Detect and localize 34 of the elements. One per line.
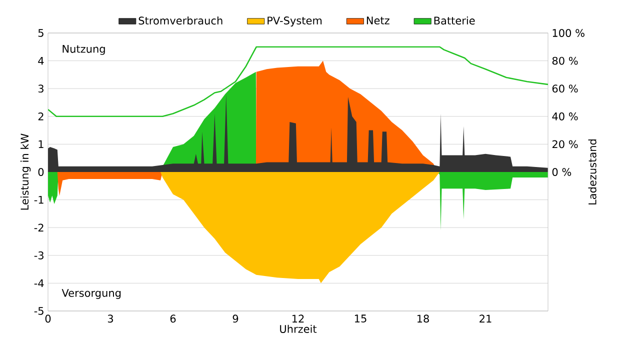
y-tick-label: -2 [34, 224, 44, 232]
x-tick-label: 0 [45, 314, 51, 323]
x-tick-label: 3 [108, 314, 113, 323]
annotation: Versorgung [62, 289, 121, 299]
y2-tick-label: 40 % [552, 112, 578, 120]
y2-tick-label: 20 % [552, 140, 578, 148]
annotation: Nutzung [62, 45, 105, 55]
legend-label: Netz [366, 16, 390, 24]
y2-tick-label: 0 % [552, 168, 572, 176]
y-tick-label: -1 [34, 196, 44, 204]
x-tick-label: 21 [480, 314, 492, 322]
y-tick-label: 2 [38, 112, 44, 120]
y-tick-label: 1 [38, 140, 44, 148]
legend-label: Batterie [434, 16, 475, 25]
legend-label: Stromverbrauch [138, 16, 222, 25]
legend-label: PV-System [268, 16, 322, 27]
y-tick-label: 3 [38, 84, 44, 93]
y-tick-label: 4 [38, 56, 44, 65]
y2-tick-label: 100 % [552, 29, 584, 37]
y-tick-label: 0 [38, 168, 44, 176]
y-tick-label: -3 [34, 251, 44, 260]
y-axis-title: Leistung in kW [20, 134, 31, 210]
y-tick-label: -5 [34, 307, 44, 315]
x-tick-label: 18 [417, 314, 429, 323]
y-tick-label: -4 [34, 279, 44, 288]
x-axis-title: Uhrzeit [280, 324, 317, 333]
x-tick-label: 6 [170, 314, 176, 323]
x-tick-label: 12 [292, 314, 304, 322]
y-tick-label: 5 [38, 29, 44, 37]
y2-tick-label: 80 % [552, 56, 578, 65]
y2-axis-title: Ladezustand [588, 139, 596, 204]
x-tick-label: 9 [232, 314, 238, 323]
y2-tick-label: 60 % [552, 84, 578, 93]
x-tick-label: 15 [354, 314, 366, 322]
